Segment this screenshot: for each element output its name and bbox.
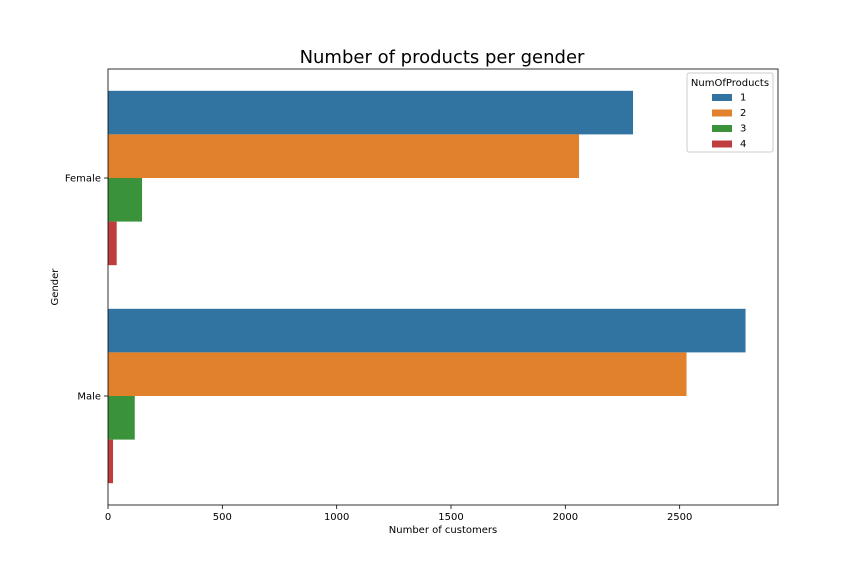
chart-title: Number of products per gender — [300, 47, 585, 68]
x-tick-label: 1000 — [324, 512, 349, 523]
bar-female-products-4 — [108, 221, 117, 266]
legend-label: 4 — [740, 139, 746, 150]
bars — [108, 90, 746, 484]
x-axis-label: Number of customers — [389, 525, 497, 536]
x-tick-label: 2500 — [667, 512, 692, 523]
legend-swatch — [712, 109, 732, 117]
bar-male-products-4 — [108, 439, 114, 484]
legend-label: 2 — [740, 108, 746, 119]
bar-female-products-1 — [108, 90, 634, 135]
bar-male-products-1 — [108, 308, 746, 353]
legend-swatch — [712, 94, 732, 101]
legend: NumOfProducts 1 2 3 4 — [686, 72, 774, 153]
x-tick-label: 2000 — [553, 512, 578, 523]
x-tick-label: 1500 — [438, 512, 463, 523]
plot-area-frame — [107, 68, 779, 506]
y-axis-label: Gender — [50, 268, 61, 306]
bar-female-products-3 — [108, 178, 143, 222]
y-axis-ticks: Female Male — [65, 174, 108, 403]
x-tick-label: 500 — [213, 512, 232, 523]
bar-male-products-3 — [108, 396, 135, 440]
legend-label: 3 — [740, 124, 746, 135]
legend-swatch — [712, 140, 732, 148]
y-tick-label: Female — [65, 174, 101, 185]
bar-female-products-2 — [108, 134, 580, 178]
y-tick-label: Male — [77, 392, 101, 403]
legend-label: 1 — [740, 93, 746, 104]
x-tick-label: 0 — [105, 512, 111, 523]
legend-title: NumOfProducts — [691, 78, 769, 89]
x-axis-ticks: 0 500 1000 1500 2000 2500 — [105, 505, 692, 523]
bar-male-products-2 — [108, 352, 687, 396]
legend-swatch — [712, 125, 732, 132]
